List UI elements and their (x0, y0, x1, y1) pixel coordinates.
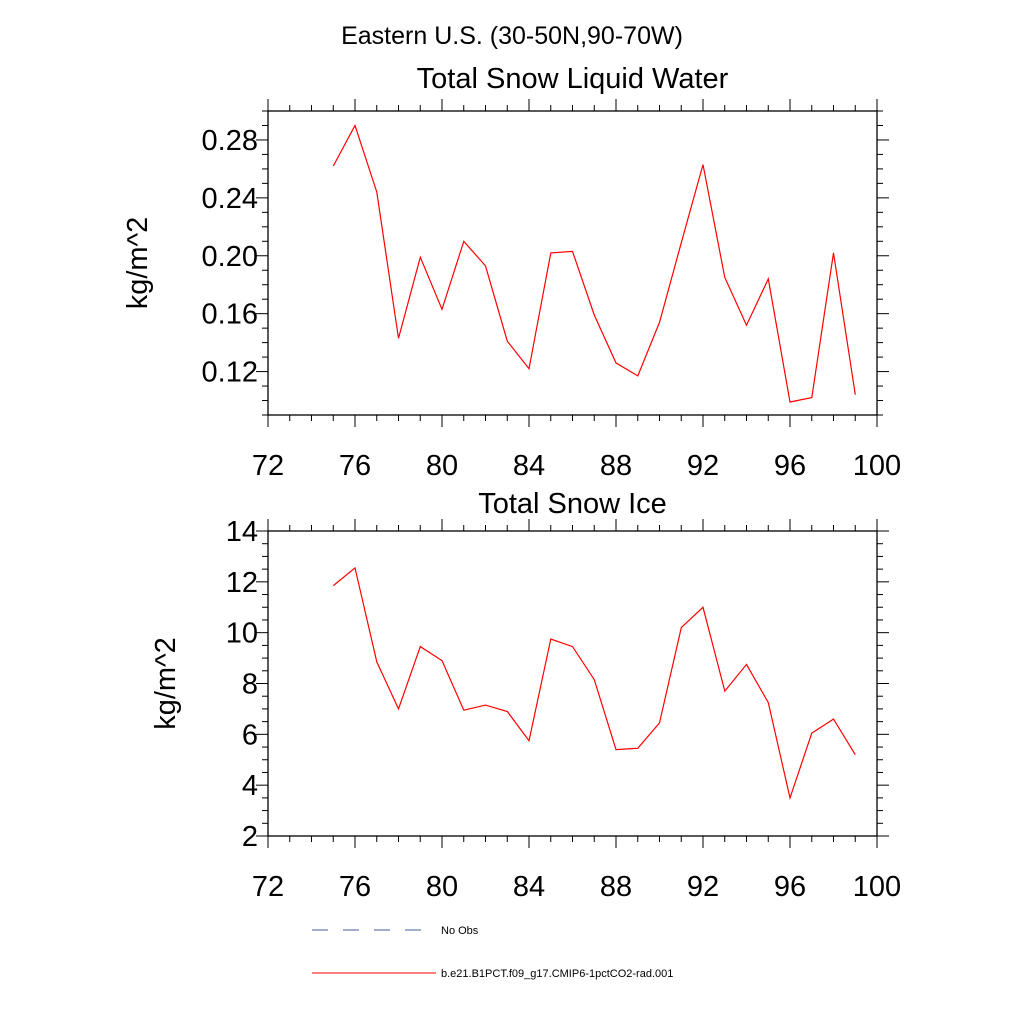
x-tick-label: 100 (853, 450, 901, 482)
x-tick-label: 76 (339, 450, 371, 482)
region-title: Eastern U.S. (30-50N,90-70W) (341, 22, 683, 50)
y-tick-label: 0.24 (202, 183, 258, 215)
x-tick-label: 88 (600, 871, 632, 903)
y-tick-label: 12 (226, 567, 258, 599)
y-tick-label: 8 (242, 669, 258, 701)
legend-item-1: No Obs (312, 925, 479, 937)
x-tick-label: 92 (687, 871, 719, 903)
legend-label: No Obs (441, 925, 479, 937)
x-tick-label: 80 (426, 871, 458, 903)
x-tick-label: 96 (774, 450, 806, 482)
x-tick-label: 80 (426, 450, 458, 482)
legend-item-2: b.e21.B1PCT.f09_g17.CMIP6-1pctCO2-rad.00… (312, 968, 673, 980)
y-tick-label: 10 (226, 618, 258, 650)
x-tick-label: 100 (853, 871, 901, 903)
y-tick-label: 4 (242, 770, 258, 802)
chart-panel-1: Total Snow Liquid Water kg/m^2 72 76 80 84 88 9… (122, 63, 901, 482)
series-line-1 (332, 123, 856, 403)
chart-title: Total Snow Liquid Water (417, 63, 729, 95)
x-tick-label: 96 (774, 871, 806, 903)
y-tick-label: 0.12 (202, 357, 258, 389)
x-tick-label: 72 (252, 871, 284, 903)
chart-title: Total Snow Ice (478, 488, 667, 520)
x-tick-label: 84 (513, 871, 545, 903)
y-tick-label: 6 (242, 719, 258, 751)
y-axis-label: kg/m^2 (122, 217, 154, 310)
legend: No Obs b.e21.B1PCT.f09_g17.CMIP6-1pctCO2-… (312, 925, 673, 980)
y-tick-label: 0.20 (202, 241, 258, 273)
chart-panel-2: Total Snow Ice kg/m^2 72 76 80 84 88 92 96 100 2 4 6… (150, 488, 901, 903)
legend-label: b.e21.B1PCT.f09_g17.CMIP6-1pctCO2-rad.00… (441, 968, 673, 980)
y-tick-label: 0.28 (202, 125, 258, 157)
y-tick-label: 2 (242, 821, 258, 853)
x-tick-label: 92 (687, 450, 719, 482)
y-tick-label: 14 (226, 516, 258, 548)
x-tick-label: 72 (252, 450, 284, 482)
series-line-1 (332, 566, 856, 801)
x-tick-label: 76 (339, 871, 371, 903)
x-tick-label: 84 (513, 450, 545, 482)
y-tick-label: 0.16 (202, 299, 258, 331)
y-axis-label: kg/m^2 (150, 637, 182, 730)
x-tick-label: 88 (600, 450, 632, 482)
